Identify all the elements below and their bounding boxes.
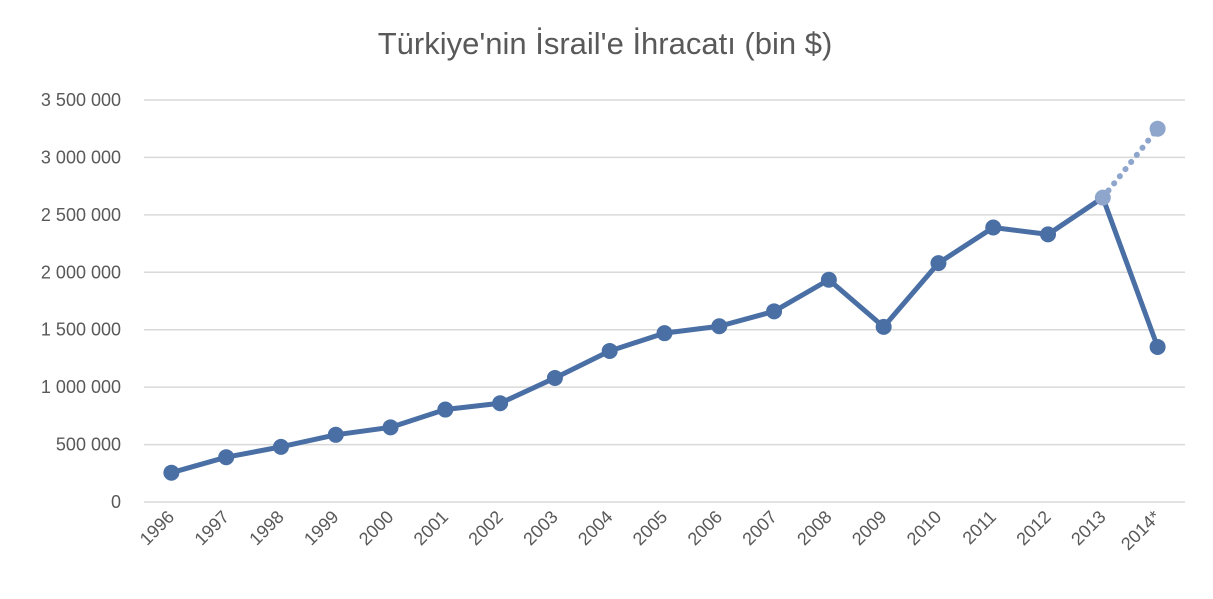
data-point [656, 325, 673, 342]
x-axis-tick-labels: 1996 1997 1998 1999 2000 2001 2002 2003 2004 2005… [136, 507, 1165, 554]
x-tick-label: 1998 [245, 507, 287, 549]
x-tick-label: 2005 [629, 507, 671, 549]
y-tick-label: 500 000 [56, 435, 121, 455]
x-tick-label: 2011 [959, 507, 1001, 549]
x-tick-label: 2008 [793, 507, 835, 549]
data-point-projection [1149, 120, 1166, 137]
x-tick-label: 2009 [848, 507, 890, 549]
data-point [382, 419, 399, 436]
x-tick-label: 2002 [465, 507, 507, 549]
x-tick-label: 2001 [410, 507, 452, 549]
grid-lines [144, 99, 1185, 503]
y-tick-label: 1 500 000 [41, 320, 121, 340]
y-tick-label: 3 500 000 [41, 90, 121, 110]
x-tick-label: 1996 [136, 507, 178, 549]
data-point [218, 449, 235, 466]
data-point [985, 219, 1002, 236]
x-tick-label: 1999 [300, 507, 342, 549]
x-tick-label: 2003 [519, 507, 561, 549]
x-tick-label: 2012 [1012, 507, 1054, 549]
data-point [930, 255, 947, 272]
data-points [163, 120, 1166, 481]
chart-title: Türkiye'nin İsrail'e İhracatı (bin $) [378, 26, 833, 61]
y-tick-label: 0 [111, 492, 121, 512]
data-point [601, 342, 618, 359]
data-point [1149, 338, 1166, 355]
data-point [272, 438, 289, 455]
y-tick-label: 3 000 000 [41, 147, 121, 167]
data-point [1094, 189, 1111, 206]
data-point [437, 401, 454, 418]
y-tick-label: 2 000 000 [41, 262, 121, 282]
x-tick-label: 2000 [355, 507, 397, 549]
y-axis-tick-labels: 0 500 000 1 000 000 1 500 000 2 000 000 2 500… [41, 90, 121, 512]
data-point [766, 303, 783, 320]
y-tick-label: 1 000 000 [41, 377, 121, 397]
x-tick-label: 2004 [574, 507, 616, 549]
data-point [820, 271, 837, 288]
data-point [546, 369, 563, 386]
series-line-projection [1099, 125, 1161, 201]
x-tick-label: 2014* [1117, 507, 1164, 554]
data-point [1040, 226, 1057, 243]
x-tick-label: 1997 [191, 507, 233, 549]
data-point [163, 464, 180, 481]
x-tick-label: 2013 [1067, 507, 1109, 549]
x-tick-label: 2010 [903, 507, 945, 549]
data-point [492, 395, 509, 412]
x-tick-label: 2006 [684, 507, 726, 549]
data-series [168, 125, 1161, 476]
data-point [327, 426, 344, 443]
y-tick-label: 2 500 000 [41, 205, 121, 225]
data-point [875, 318, 892, 335]
x-tick-label: 2007 [738, 507, 780, 549]
data-point [711, 318, 728, 335]
